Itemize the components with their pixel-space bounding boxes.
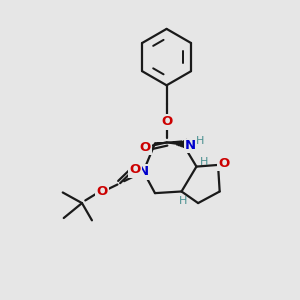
Text: O: O bbox=[140, 141, 151, 154]
Text: O: O bbox=[218, 157, 230, 170]
Text: H: H bbox=[196, 136, 204, 146]
Text: N: N bbox=[185, 139, 196, 152]
Text: O: O bbox=[96, 185, 107, 198]
Text: O: O bbox=[129, 164, 141, 176]
Text: H: H bbox=[179, 196, 188, 206]
Text: N: N bbox=[138, 165, 149, 178]
Polygon shape bbox=[155, 141, 182, 143]
Text: H: H bbox=[200, 157, 208, 166]
Text: O: O bbox=[161, 115, 172, 128]
